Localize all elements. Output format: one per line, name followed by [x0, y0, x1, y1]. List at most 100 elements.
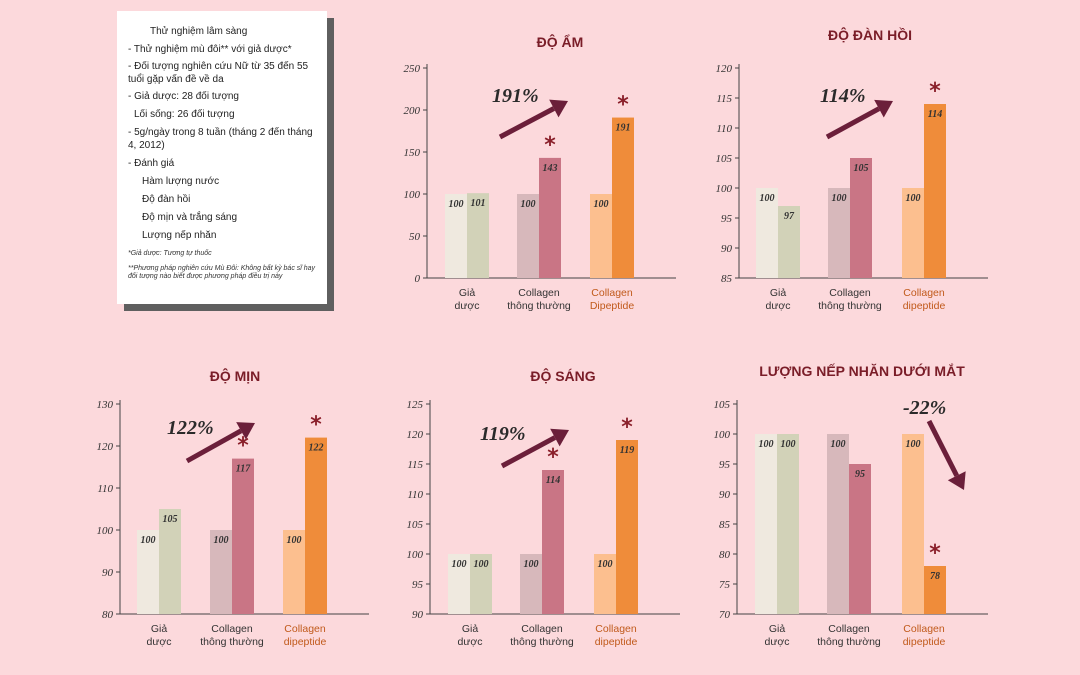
y-tick-label: 90: [412, 609, 424, 621]
change-annotation: 114%: [820, 85, 866, 107]
change-annotation: 191%: [492, 85, 539, 107]
y-tick-label: 100: [97, 525, 114, 537]
bar: [137, 530, 159, 614]
bar-value-label: 100: [521, 199, 536, 210]
y-tick-label: 120: [407, 429, 424, 441]
y-tick-label: 70: [719, 609, 731, 621]
y-tick-label: 90: [719, 489, 731, 501]
y-tick-label: 105: [407, 519, 424, 531]
category-label: Collagen: [903, 623, 945, 635]
y-tick-label: 150: [404, 147, 421, 159]
chart-title: ĐỘ ĐÀN HỒI: [828, 26, 912, 43]
bar: [902, 188, 924, 278]
y-tick-label: 90: [721, 243, 733, 255]
bar-value-label: 100: [449, 199, 464, 210]
bar: [210, 530, 232, 614]
category-label: Giả: [462, 623, 479, 635]
y-tick-label: 105: [714, 399, 731, 411]
category-label: thông thường: [817, 636, 881, 648]
bar-value-label: 100: [598, 559, 613, 570]
chart-title: ĐỘ SÁNG: [530, 367, 595, 384]
info-line: Lượng nếp nhăn: [142, 230, 217, 241]
bar: [777, 434, 799, 614]
bar-value-label: 100: [831, 439, 846, 450]
change-annotation: -22%: [903, 397, 946, 419]
y-tick-label: 115: [407, 459, 423, 471]
y-tick-label: 100: [407, 549, 424, 561]
y-tick-label: 130: [97, 399, 114, 411]
trend-arrow-head-icon: [549, 99, 568, 118]
bar-value-label: 100: [781, 439, 796, 450]
bar-value-label: 100: [832, 193, 847, 204]
info-line: - Giả dược: 28 đối tượng: [128, 91, 239, 102]
change-annotation: 122%: [167, 417, 214, 439]
bar-value-label: 119: [620, 445, 634, 456]
bar: [924, 104, 946, 278]
info-line: Độ đàn hồi: [142, 194, 191, 205]
category-label: dược: [146, 636, 171, 648]
study-info-notes: *Giả dược: Tương tự thuốc **Phương pháp n…: [128, 250, 319, 282]
significance-star: *: [310, 413, 322, 438]
bar-value-label: 191: [616, 123, 631, 134]
y-tick-label: 85: [721, 273, 733, 285]
y-tick-label: 95: [721, 213, 733, 225]
chart-5: LƯỢNG NẾP NHĂN DƯỚI MẮT 105 100 95 90 85 80 75 7…: [714, 362, 988, 648]
y-tick-label: 120: [716, 63, 733, 75]
category-label: Collagen: [521, 623, 563, 635]
info-line: - Đối tượng nghiên cứu Nữ từ 35 đến 55 t…: [128, 61, 309, 85]
y-tick-label: 115: [716, 93, 732, 105]
significance-star: *: [929, 541, 941, 566]
category-label: dược: [454, 300, 479, 312]
bar: [590, 194, 612, 278]
bar: [542, 470, 564, 614]
category-label: dược: [765, 300, 790, 312]
category-label: Collagen: [595, 623, 637, 635]
info-line: Hàm lượng nước: [142, 176, 220, 187]
bar: [159, 509, 181, 614]
chart-title: ĐỘ ẨM: [537, 33, 584, 50]
bar: [594, 554, 616, 614]
bar-value-label: 105: [854, 163, 869, 174]
significance-star: *: [544, 133, 556, 158]
bar-value-label: 114: [546, 475, 560, 486]
bar: [232, 458, 254, 614]
category-label: Collagen: [284, 623, 326, 635]
bar-value-label: 100: [759, 439, 774, 450]
y-tick-label: 100: [716, 183, 733, 195]
trend-arrow-icon: [926, 419, 959, 477]
bar-value-label: 100: [524, 559, 539, 570]
bar: [470, 554, 492, 614]
y-tick-label: 90: [102, 567, 114, 579]
bar-value-label: 143: [543, 163, 558, 174]
category-label: Giả: [151, 623, 168, 635]
bar: [283, 530, 305, 614]
info-line: - Thử nghiệm mù đôi** với giả dược*: [128, 44, 292, 55]
y-tick-label: 50: [409, 231, 421, 243]
category-label: dipeptide: [903, 636, 946, 648]
bar-value-label: 100: [760, 193, 775, 204]
significance-star: *: [621, 415, 633, 440]
y-tick-label: 100: [714, 429, 731, 441]
category-label: Collagen: [829, 287, 871, 299]
category-label: dược: [457, 636, 482, 648]
bar-value-label: 100: [474, 559, 489, 570]
chart-2: ĐỘ ĐÀN HỒI12011511010510095908510097Giảd…: [716, 26, 988, 312]
bar-value-label: 97: [784, 211, 795, 222]
change-annotation: 119%: [480, 423, 526, 445]
bar: [924, 566, 946, 614]
chart-title: LƯỢNG NẾP NHĂN DƯỚI MẮT: [759, 362, 965, 379]
trend-arrow-head-icon: [947, 471, 966, 490]
category-label: Collagen: [211, 623, 253, 635]
trend-arrow-head-icon: [874, 99, 893, 118]
bar: [850, 158, 872, 278]
study-info-lines: Thử nghiệm lâm sàng - Thử nghiệm mù đôi**…: [128, 25, 319, 242]
y-tick-label: 80: [102, 609, 114, 621]
significance-star: *: [237, 434, 249, 459]
bar: [305, 437, 327, 614]
significance-star: *: [929, 79, 941, 104]
bar-value-label: 100: [452, 559, 467, 570]
bar-value-label: 100: [287, 535, 302, 546]
y-tick-label: 120: [97, 441, 114, 453]
trend-arrow-icon: [825, 106, 881, 140]
